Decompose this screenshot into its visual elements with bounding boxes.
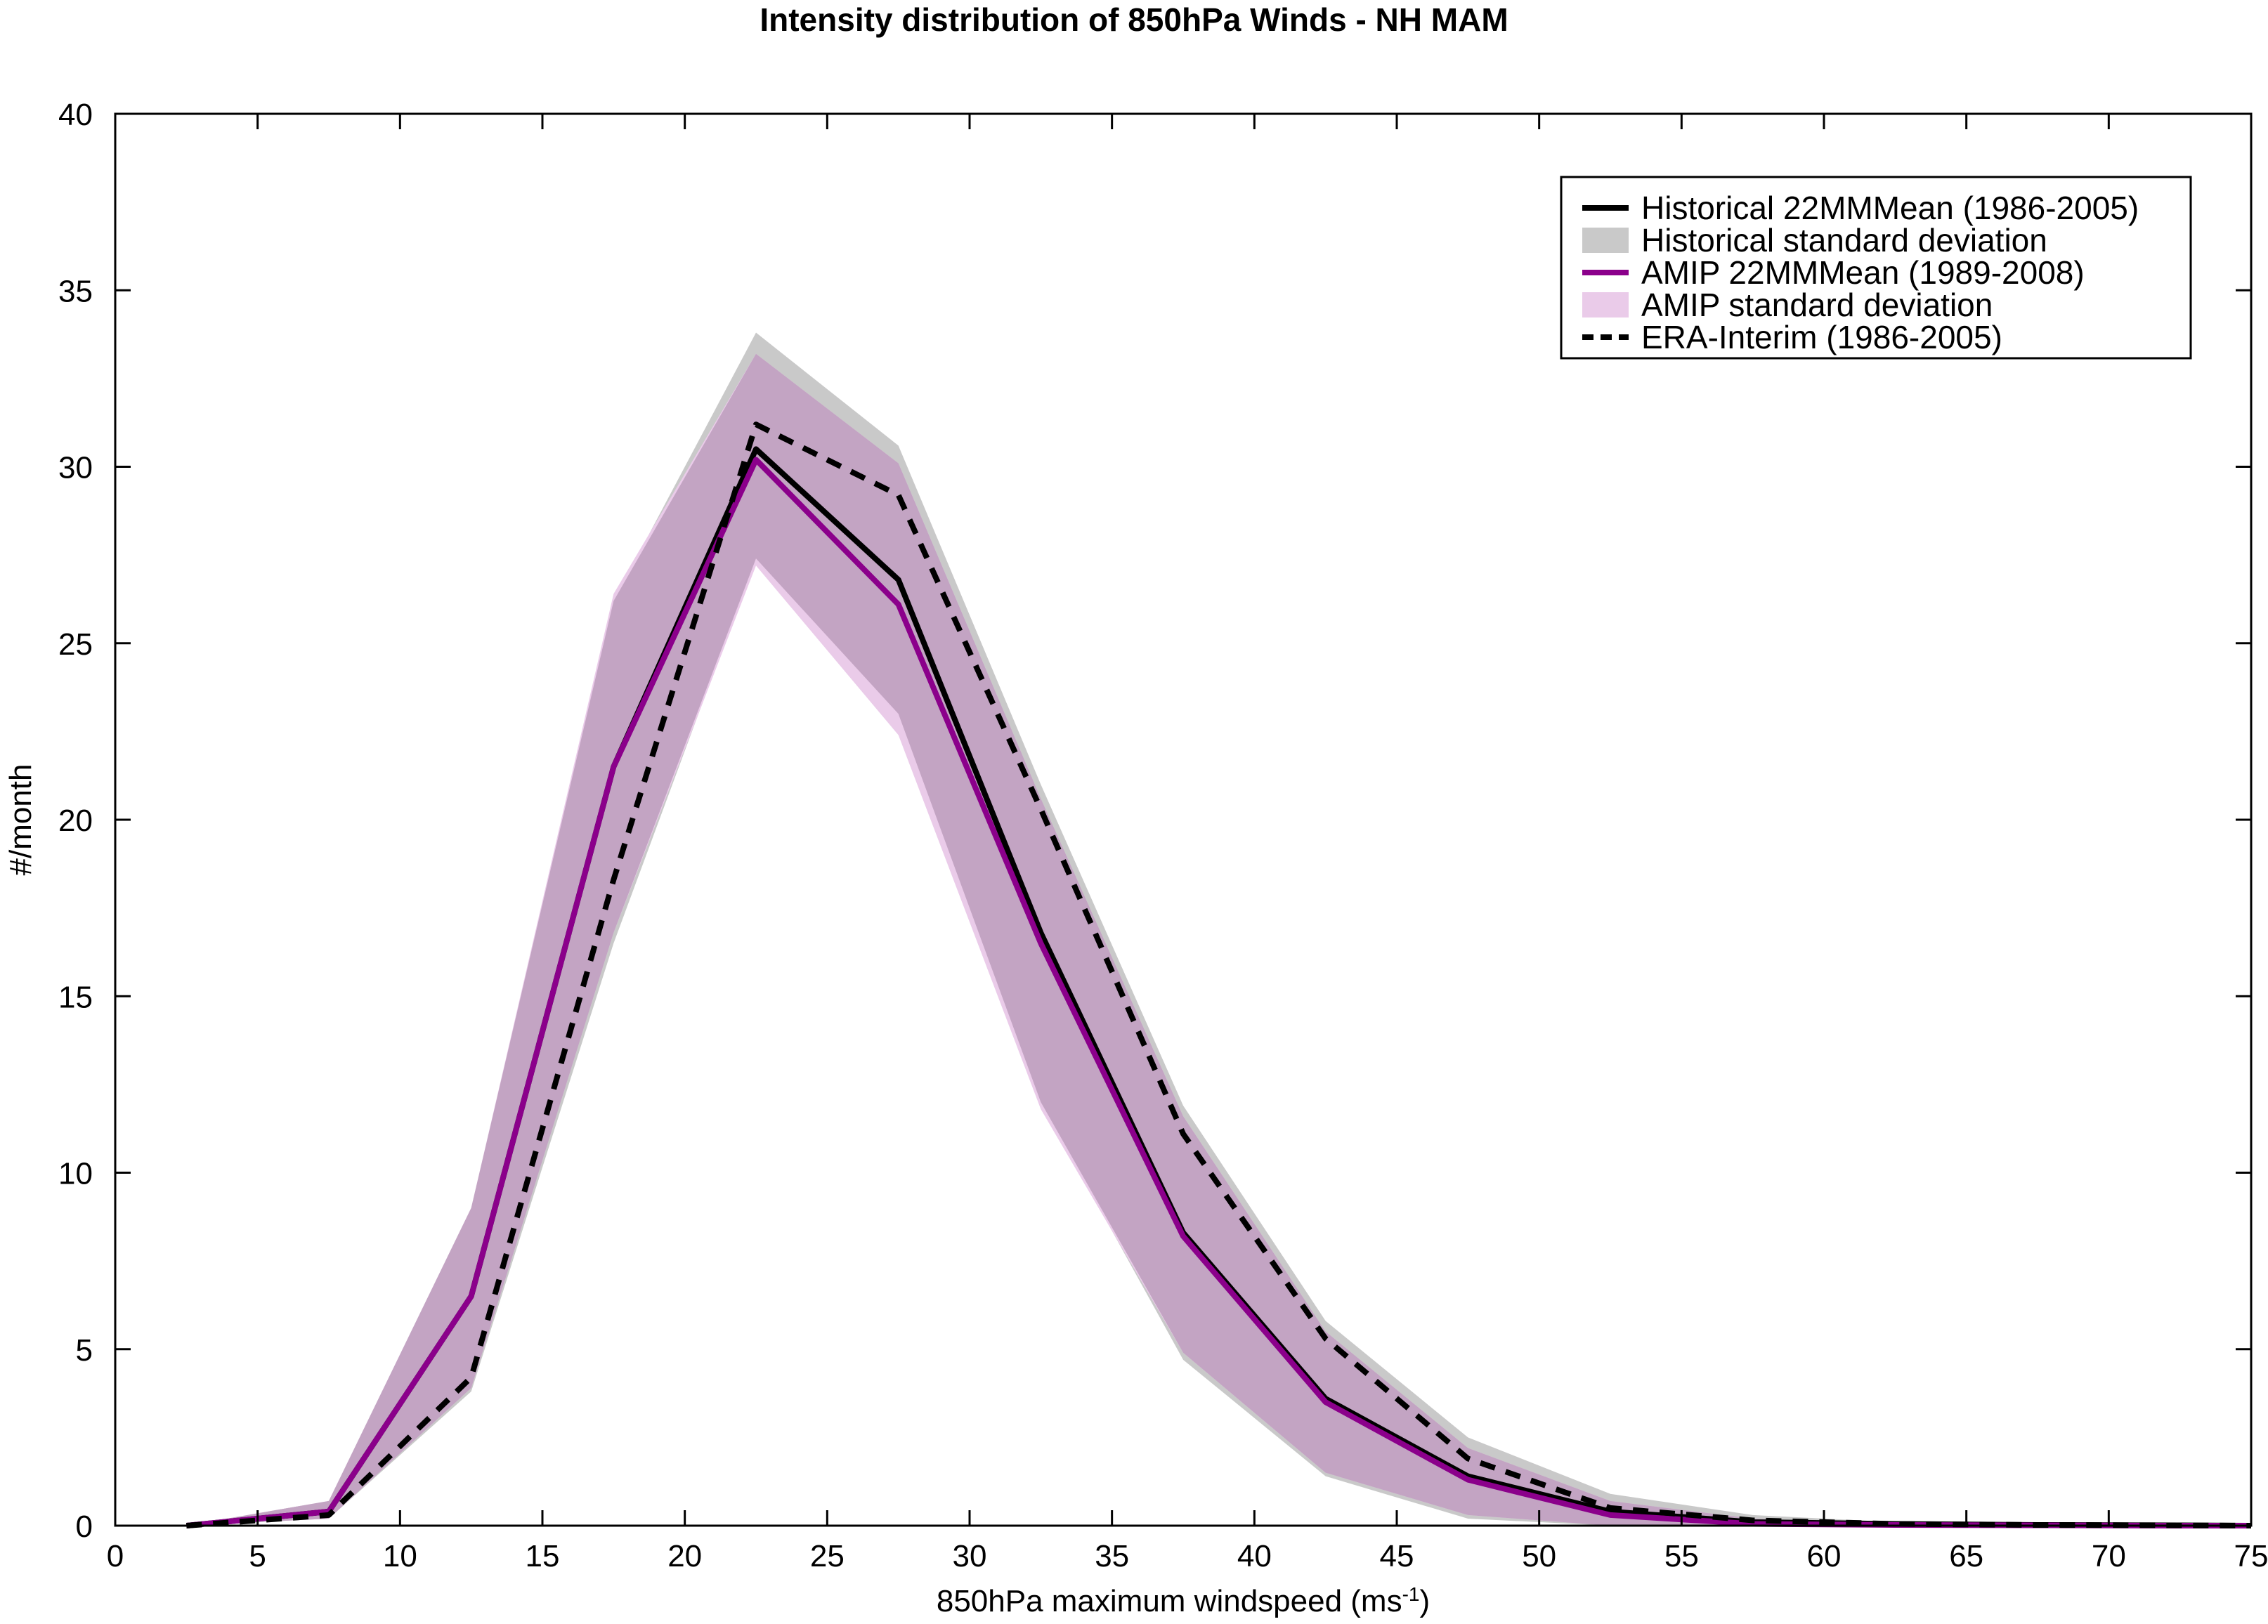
amip-standard-deviation-legend-swatch xyxy=(1582,292,1629,317)
x-tick-label: 55 xyxy=(1664,1539,1699,1573)
x-tick-label: 65 xyxy=(1949,1539,1983,1573)
axis-ticks xyxy=(114,112,2253,1527)
y-tick-label: 5 xyxy=(76,1333,93,1368)
x-tick-label: 20 xyxy=(667,1539,702,1573)
x-tick-label: 15 xyxy=(526,1539,560,1573)
era-interim-1986-2005-legend-label: ERA-Interim (1986-2005) xyxy=(1641,319,2002,355)
y-tick-label: 20 xyxy=(58,804,93,838)
x-tick-label: 25 xyxy=(810,1539,845,1573)
x-tick-label: 75 xyxy=(2234,1539,2268,1573)
y-tick-label: 15 xyxy=(58,980,93,1014)
x-tick-label: 10 xyxy=(383,1539,417,1573)
historical-standard-deviation-legend-swatch xyxy=(1582,228,1629,253)
amip-standard-deviation-legend-label: AMIP standard deviation xyxy=(1641,287,1993,323)
historical-standard-deviation-legend-label: Historical standard deviation xyxy=(1641,222,2047,258)
x-tick-label: 30 xyxy=(953,1539,987,1573)
std-band-overlap xyxy=(186,353,2252,1526)
y-tick-label: 10 xyxy=(58,1157,93,1191)
legend-box xyxy=(1560,176,2192,360)
x-tick-labels: 0 5 10 15 20 25 30 35 40 45 50 55 60 65 70 75 xyxy=(107,1539,2268,1573)
y-tick-label: 30 xyxy=(58,451,93,485)
y-axis-label: #/month xyxy=(4,764,38,876)
x-axis-label: 850hPa maximum windspeed (ms-1) xyxy=(937,1583,1430,1619)
x-tick-label: 70 xyxy=(2092,1539,2126,1573)
x-tick-label: 45 xyxy=(1380,1539,1414,1573)
y-tick-label: 40 xyxy=(58,98,93,132)
legend: Historical 22MMMean (1986-2005)Historica… xyxy=(1560,176,2192,360)
x-tick-label: 40 xyxy=(1237,1539,1272,1573)
x-tick-label: 35 xyxy=(1095,1539,1129,1573)
y-tick-label: 35 xyxy=(58,274,93,308)
y-tick-label: 0 xyxy=(76,1510,93,1544)
y-tick-label: 25 xyxy=(58,627,93,662)
amip-22mmmean-1989-2008-legend-label: AMIP 22MMMean (1989-2008) xyxy=(1641,254,2085,291)
x-tick-label: 60 xyxy=(1807,1539,1842,1573)
x-tick-label: 50 xyxy=(1522,1539,1556,1573)
x-tick-label: 0 xyxy=(107,1539,124,1573)
y-tick-labels: 0 5 10 15 20 25 30 35 40 xyxy=(58,98,93,1544)
std-bands xyxy=(186,332,2252,1526)
chart-title: Intensity distribution of 850hPa Winds -… xyxy=(760,1,1508,38)
historical-22mmmean-1986-2005-legend-label: Historical 22MMMean (1986-2005) xyxy=(1641,190,2139,226)
x-tick-label: 5 xyxy=(249,1539,266,1573)
